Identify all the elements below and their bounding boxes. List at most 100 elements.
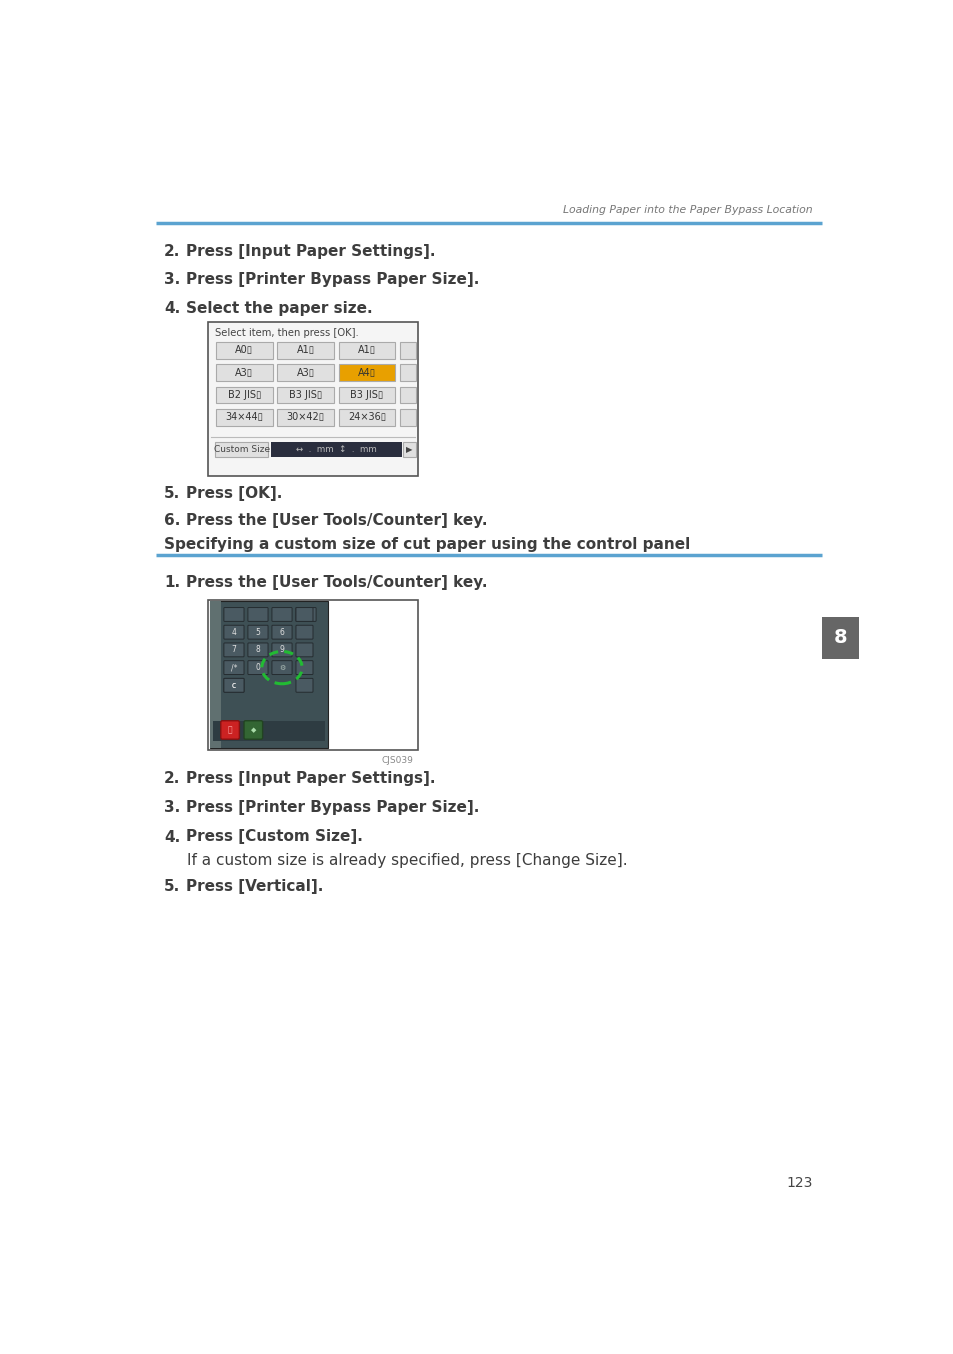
FancyBboxPatch shape [272, 626, 292, 639]
Bar [338, 343, 395, 359]
Text: Press the [User Tools/Counter] key.: Press the [User Tools/Counter] key. [186, 574, 487, 589]
Bar [213, 720, 325, 741]
Text: Specifying a custom size of cut paper using the control panel: Specifying a custom size of cut paper us… [164, 538, 690, 552]
Text: 4.: 4. [164, 830, 180, 845]
Text: /*: /* [231, 663, 237, 672]
Bar [216, 343, 273, 359]
FancyBboxPatch shape [295, 661, 313, 674]
Text: 5.: 5. [164, 879, 180, 894]
FancyBboxPatch shape [295, 608, 313, 621]
FancyBboxPatch shape [295, 643, 313, 657]
Text: Press [Vertical].: Press [Vertical]. [186, 879, 323, 894]
Bar [399, 409, 416, 425]
Text: 2.: 2. [164, 244, 180, 259]
Text: Press [Printer Bypass Paper Size].: Press [Printer Bypass Paper Size]. [186, 272, 478, 287]
Text: 4: 4 [232, 628, 236, 636]
FancyBboxPatch shape [272, 661, 292, 674]
Bar [210, 601, 220, 749]
Text: CJS039: CJS039 [381, 757, 414, 765]
Text: 5: 5 [255, 628, 260, 636]
Bar [277, 343, 334, 359]
FancyBboxPatch shape [295, 626, 313, 639]
FancyBboxPatch shape [224, 608, 244, 621]
Bar [338, 386, 395, 403]
Text: 24×36▯: 24×36▯ [348, 413, 386, 422]
Bar [208, 600, 417, 750]
Text: 123: 123 [785, 1175, 812, 1190]
Text: ◆: ◆ [251, 727, 255, 733]
FancyBboxPatch shape [224, 678, 244, 692]
Text: 8: 8 [255, 646, 260, 654]
FancyBboxPatch shape [244, 720, 262, 739]
Text: If a custom size is already specified, press [Change Size].: If a custom size is already specified, p… [187, 853, 627, 868]
Bar [216, 386, 273, 403]
Text: A4▯: A4▯ [357, 368, 375, 378]
Text: 3.: 3. [164, 272, 180, 287]
Text: 5.: 5. [164, 486, 180, 501]
Text: A3▯: A3▯ [235, 368, 253, 378]
Bar [277, 364, 334, 382]
Text: B3 JIS▯: B3 JIS▯ [350, 390, 383, 399]
Text: 2.: 2. [164, 770, 180, 785]
Text: Loading Paper into the Paper Bypass Location: Loading Paper into the Paper Bypass Loca… [562, 206, 812, 215]
Text: B2 JIS▯: B2 JIS▯ [228, 390, 261, 399]
Text: 6.: 6. [164, 513, 180, 528]
Bar [277, 409, 334, 425]
Text: 30×42▯: 30×42▯ [286, 413, 324, 422]
Bar [821, 617, 858, 659]
FancyBboxPatch shape [272, 608, 292, 621]
Bar [399, 364, 416, 382]
Text: ▶: ▶ [406, 445, 413, 454]
Text: c: c [232, 681, 235, 689]
Text: ⚙: ⚙ [278, 665, 285, 670]
Text: B3 JIS▯: B3 JIS▯ [289, 390, 322, 399]
Text: 7: 7 [232, 646, 236, 654]
Text: A3▯: A3▯ [296, 368, 314, 378]
Bar [399, 343, 416, 359]
Text: ↔  .  mm  ↕  .  mm: ↔ . mm ↕ . mm [296, 445, 376, 454]
Text: c: c [232, 681, 235, 689]
Bar [338, 409, 395, 425]
FancyBboxPatch shape [224, 626, 244, 639]
Text: Press [Input Paper Settings].: Press [Input Paper Settings]. [186, 770, 435, 785]
Bar [216, 409, 273, 425]
Text: 1.: 1. [164, 574, 180, 589]
Text: Select the paper size.: Select the paper size. [186, 302, 372, 317]
Text: 4.: 4. [164, 302, 180, 317]
Text: A1▯: A1▯ [357, 345, 375, 355]
Text: Press the [User Tools/Counter] key.: Press the [User Tools/Counter] key. [186, 513, 487, 528]
Text: Press [OK].: Press [OK]. [186, 486, 282, 501]
Bar [399, 386, 416, 403]
Text: 6: 6 [279, 628, 284, 636]
FancyBboxPatch shape [220, 720, 239, 739]
Bar [271, 441, 402, 458]
FancyBboxPatch shape [248, 626, 268, 639]
FancyBboxPatch shape [248, 661, 268, 674]
Bar [208, 322, 417, 475]
Bar [402, 441, 416, 458]
FancyBboxPatch shape [224, 678, 244, 692]
Text: A0▯: A0▯ [235, 345, 253, 355]
Text: ⏻: ⏻ [228, 726, 233, 734]
Bar [215, 441, 268, 458]
FancyBboxPatch shape [272, 643, 292, 657]
Bar [338, 364, 395, 382]
Text: Custom Size: Custom Size [213, 445, 270, 454]
Text: 34×44▯: 34×44▯ [225, 413, 263, 422]
Text: Select item, then press [OK].: Select item, then press [OK]. [215, 328, 358, 337]
FancyBboxPatch shape [295, 608, 315, 621]
Text: Press [Input Paper Settings].: Press [Input Paper Settings]. [186, 244, 435, 259]
FancyBboxPatch shape [224, 661, 244, 674]
Text: 9: 9 [279, 646, 284, 654]
Text: 0: 0 [255, 663, 260, 672]
Text: 3.: 3. [164, 800, 180, 815]
Bar [277, 386, 334, 403]
Text: 8: 8 [833, 628, 846, 647]
Text: Press [Printer Bypass Paper Size].: Press [Printer Bypass Paper Size]. [186, 800, 478, 815]
FancyBboxPatch shape [224, 643, 244, 657]
Text: A1▯: A1▯ [296, 345, 314, 355]
FancyBboxPatch shape [248, 643, 268, 657]
Bar [216, 364, 273, 382]
Bar [210, 601, 328, 749]
FancyBboxPatch shape [295, 678, 313, 692]
